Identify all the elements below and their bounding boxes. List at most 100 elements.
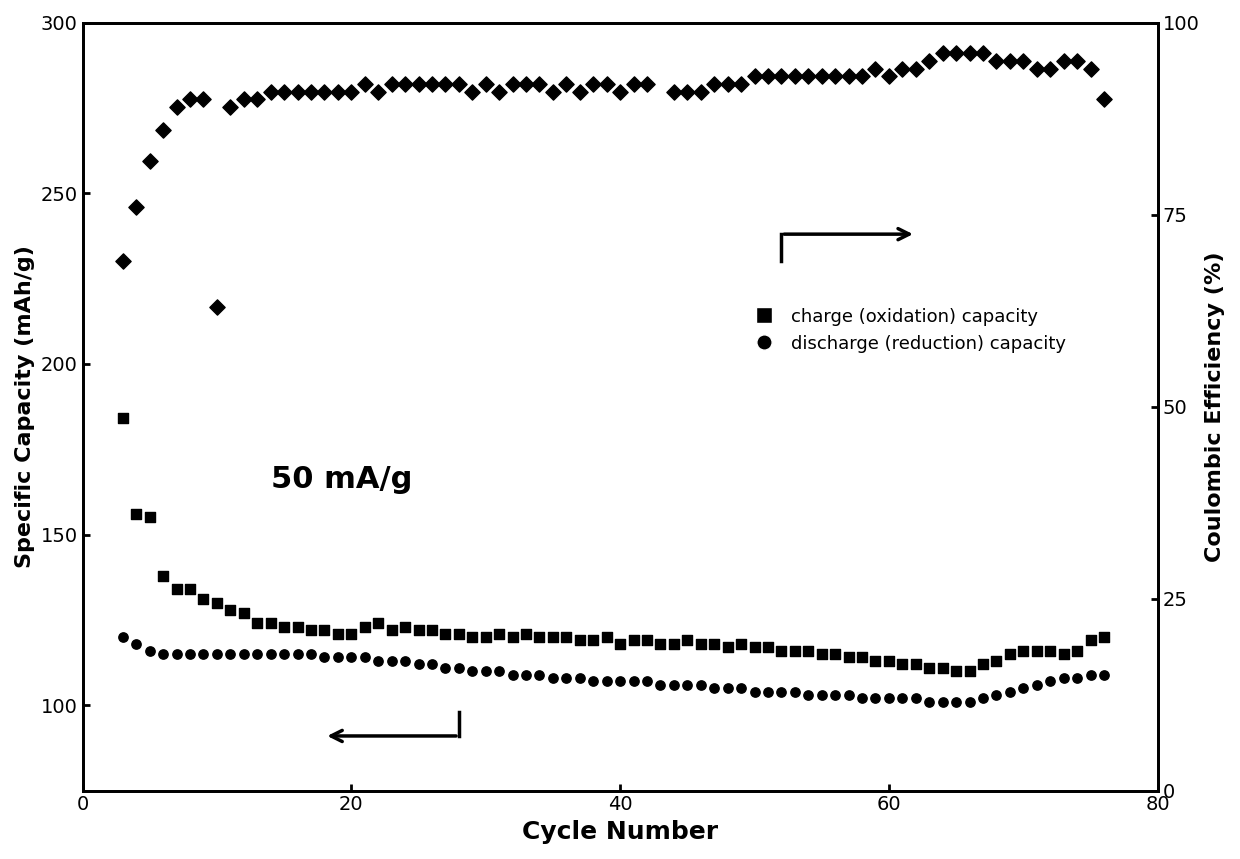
discharge (reduction) capacity — [327, 650, 347, 664]
discharge (reduction) capacity — [490, 664, 510, 678]
Point — [260, 85, 280, 99]
Point — [570, 85, 590, 99]
Point — [180, 93, 200, 107]
Point — [422, 77, 441, 91]
discharge (reduction) capacity — [274, 647, 294, 661]
discharge (reduction) capacity — [529, 667, 549, 681]
Point — [704, 77, 724, 91]
discharge (reduction) capacity — [234, 647, 254, 661]
charge (oxidation) capacity — [288, 620, 308, 634]
discharge (reduction) capacity — [315, 650, 335, 664]
discharge (reduction) capacity — [826, 688, 846, 702]
discharge (reduction) capacity — [1054, 671, 1074, 685]
Point — [758, 70, 777, 83]
charge (oxidation) capacity — [799, 643, 818, 657]
charge (oxidation) capacity — [409, 624, 429, 637]
charge (oxidation) capacity — [126, 507, 146, 521]
Point — [744, 70, 764, 83]
Point — [207, 300, 227, 314]
charge (oxidation) capacity — [893, 657, 913, 671]
discharge (reduction) capacity — [180, 647, 200, 661]
Point — [355, 77, 374, 91]
charge (oxidation) capacity — [140, 510, 160, 524]
charge (oxidation) capacity — [435, 627, 455, 641]
charge (oxidation) capacity — [866, 654, 885, 667]
Point — [341, 85, 361, 99]
charge (oxidation) capacity — [247, 617, 267, 631]
discharge (reduction) capacity — [718, 681, 738, 695]
charge (oxidation) capacity — [732, 637, 751, 650]
discharge (reduction) capacity — [476, 664, 496, 678]
discharge (reduction) capacity — [758, 685, 777, 698]
charge (oxidation) capacity — [771, 643, 791, 657]
Point — [799, 70, 818, 83]
discharge (reduction) capacity — [596, 674, 616, 688]
discharge (reduction) capacity — [543, 671, 563, 685]
charge (oxidation) capacity — [704, 637, 724, 650]
Point — [113, 253, 133, 267]
Point — [838, 70, 858, 83]
discharge (reduction) capacity — [247, 647, 267, 661]
charge (oxidation) capacity — [691, 637, 711, 650]
Point — [610, 85, 630, 99]
charge (oxidation) capacity — [744, 640, 764, 654]
Point — [771, 70, 791, 83]
discharge (reduction) capacity — [341, 650, 361, 664]
charge (oxidation) capacity — [1013, 643, 1033, 657]
Point — [946, 46, 966, 60]
charge (oxidation) capacity — [987, 654, 1007, 667]
charge (oxidation) capacity — [301, 624, 321, 637]
charge (oxidation) capacity — [557, 631, 577, 644]
discharge (reduction) capacity — [422, 657, 441, 671]
discharge (reduction) capacity — [221, 647, 241, 661]
discharge (reduction) capacity — [651, 678, 671, 691]
discharge (reduction) capacity — [799, 688, 818, 702]
charge (oxidation) capacity — [932, 661, 952, 674]
discharge (reduction) capacity — [677, 678, 697, 691]
discharge (reduction) capacity — [207, 647, 227, 661]
discharge (reduction) capacity — [663, 678, 683, 691]
Point — [247, 93, 267, 107]
Point — [529, 77, 549, 91]
charge (oxidation) capacity — [624, 633, 644, 647]
discharge (reduction) capacity — [126, 637, 146, 650]
Point — [463, 85, 482, 99]
Point — [557, 77, 577, 91]
Point — [893, 62, 913, 76]
discharge (reduction) capacity — [449, 661, 469, 674]
discharge (reduction) capacity — [771, 685, 791, 698]
discharge (reduction) capacity — [166, 647, 186, 661]
Point — [1094, 93, 1114, 107]
charge (oxidation) capacity — [449, 627, 469, 641]
discharge (reduction) capacity — [879, 691, 899, 705]
discharge (reduction) capacity — [610, 674, 630, 688]
Point — [960, 46, 980, 60]
discharge (reduction) capacity — [140, 643, 160, 657]
discharge (reduction) capacity — [193, 647, 213, 661]
discharge (reduction) capacity — [812, 688, 832, 702]
discharge (reduction) capacity — [409, 657, 429, 671]
Point — [932, 46, 952, 60]
charge (oxidation) capacity — [677, 633, 697, 647]
Point — [879, 70, 899, 83]
charge (oxidation) capacity — [610, 637, 630, 650]
charge (oxidation) capacity — [1027, 643, 1047, 657]
discharge (reduction) capacity — [288, 647, 308, 661]
charge (oxidation) capacity — [758, 640, 777, 654]
charge (oxidation) capacity — [341, 627, 361, 641]
charge (oxidation) capacity — [718, 640, 738, 654]
Point — [1027, 62, 1047, 76]
charge (oxidation) capacity — [879, 654, 899, 667]
Point — [382, 77, 402, 91]
discharge (reduction) capacity — [987, 688, 1007, 702]
Point — [234, 93, 254, 107]
Point — [396, 77, 415, 91]
charge (oxidation) capacity — [1094, 631, 1114, 644]
charge (oxidation) capacity — [583, 633, 603, 647]
discharge (reduction) capacity — [368, 654, 388, 667]
discharge (reduction) capacity — [691, 678, 711, 691]
charge (oxidation) capacity — [260, 617, 280, 631]
Point — [154, 123, 174, 137]
charge (oxidation) capacity — [315, 624, 335, 637]
Point — [1040, 62, 1060, 76]
